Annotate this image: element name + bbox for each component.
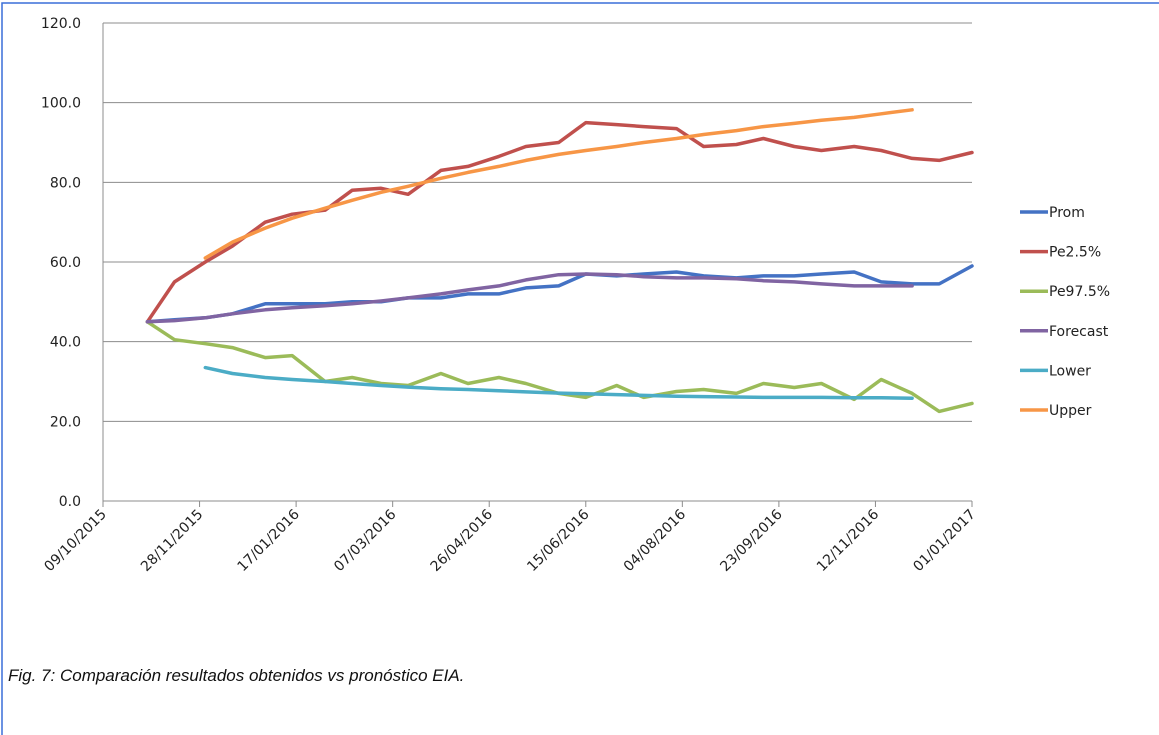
y-tick-label: 120.0 xyxy=(41,16,81,32)
caption: Fig. 7: Comparación resultados obtenidos… xyxy=(8,666,465,685)
legend-label: Pe2.5% xyxy=(1049,245,1101,261)
y-tick-label: 80.0 xyxy=(50,175,81,191)
legend-label: Prom xyxy=(1049,205,1085,221)
x-tick-label: 15/06/2016 xyxy=(524,506,592,574)
x-tick-label: 09/10/2015 xyxy=(41,507,109,575)
x-tick-label: 26/04/2016 xyxy=(428,506,496,574)
series-line xyxy=(203,108,914,260)
y-tick-label: 60.0 xyxy=(50,255,81,271)
x-tick-label: 23/09/2016 xyxy=(717,506,785,574)
x-tick-label: 07/03/2016 xyxy=(331,506,399,574)
x-tick-label: 17/01/2016 xyxy=(235,506,303,574)
legend-label: Forecast xyxy=(1049,324,1109,340)
x-tick-label: 04/08/2016 xyxy=(621,506,689,574)
series-line xyxy=(145,264,974,324)
legend-label: Lower xyxy=(1049,363,1091,379)
y-tick-label: 20.0 xyxy=(50,414,81,430)
legend-label: Upper xyxy=(1049,403,1092,419)
y-tick-label: 100.0 xyxy=(41,96,81,112)
series-line xyxy=(203,365,914,400)
x-tick-label: 01/01/2017 xyxy=(910,507,978,575)
x-tick-label: 12/11/2016 xyxy=(814,506,882,574)
y-tick-label: 40.0 xyxy=(50,335,81,351)
series-line xyxy=(145,272,914,324)
y-tick-label: 0.0 xyxy=(59,494,81,510)
series-line xyxy=(145,120,974,324)
legend-label: Pe97.5% xyxy=(1049,284,1110,300)
x-tick-label: 28/11/2015 xyxy=(138,507,206,575)
